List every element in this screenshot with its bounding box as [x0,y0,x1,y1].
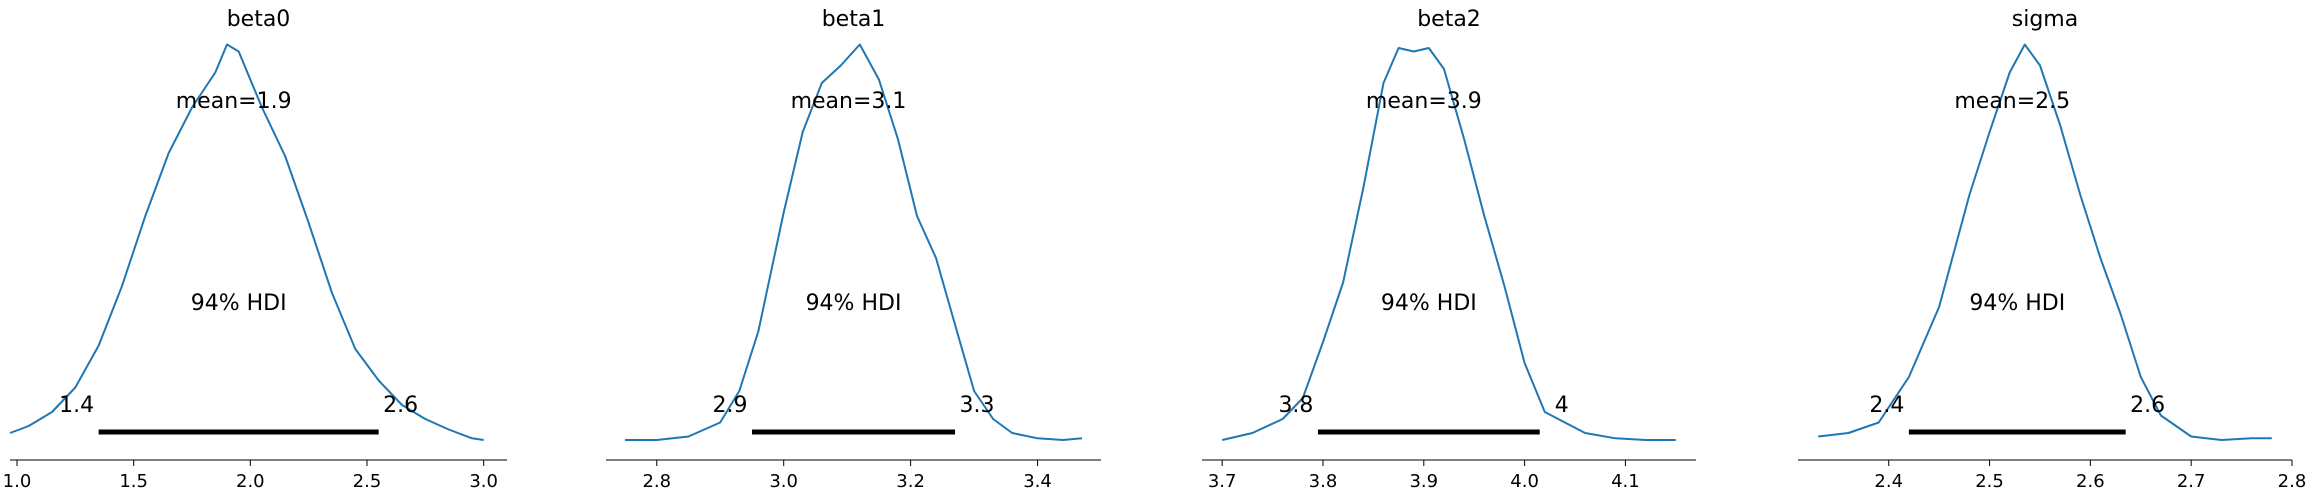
mean-label: mean=3.1 [791,89,907,114]
hdi-high-label: 4 [1555,393,1569,418]
panel-sigma: sigma 2.4 2.5 2.6 2.7 2.8 2.4 2.6 mean=2.5 94% HD… [1798,7,2306,492]
hdi-low-label: 2.9 [712,393,747,418]
hdi-text-label: 94% HDI [1381,291,1477,316]
x-tick-label: 3.7 [1208,471,1237,492]
hdi-high-label: 3.3 [960,393,995,418]
x-tick-label: 4.0 [1510,471,1539,492]
mean-label: mean=2.5 [1954,89,2070,114]
hdi-text-label: 94% HDI [1969,291,2065,316]
panel-title: beta1 [822,7,886,32]
hdi-low-label: 3.8 [1278,393,1313,418]
hdi-text-label: 94% HDI [191,291,287,316]
x-tick-label: 1.5 [119,471,148,492]
x-tick-label: 2.7 [2177,471,2206,492]
panel-title: beta2 [1417,7,1481,32]
x-tick-label: 2.6 [2076,471,2105,492]
density-curve [625,43,1083,441]
x-tick-label: 3.0 [769,471,798,492]
x-tick-label: 2.8 [2278,471,2307,492]
x-tick-label: 1.0 [3,471,32,492]
panel-beta2: beta2 3.7 3.8 3.9 4.0 4.1 3.8 4 mean=3.9 94% HDI [1202,7,1696,492]
panel-title: beta0 [227,7,291,32]
x-tick-label: 4.1 [1611,471,1640,492]
density-curve [1221,47,1676,441]
x-tick-label: 3.4 [1023,471,1052,492]
x-tick-label: 2.5 [353,471,382,492]
hdi-text-label: 94% HDI [806,291,902,316]
hdi-high-label: 2.6 [383,393,418,418]
x-tick-label: 3.0 [469,471,498,492]
mean-label: mean=1.9 [176,89,292,114]
x-tick-label: 3.8 [1309,471,1338,492]
density-curve [9,43,484,441]
x-tick-label: 3.9 [1409,471,1438,492]
hdi-low-label: 2.4 [1869,393,1904,418]
panel-beta0: beta0 1.0 1.5 2.0 2.5 3.0 1.4 2.6 mean=1.9 94% HD… [3,7,507,492]
x-tick-label: 2.5 [1975,471,2004,492]
hdi-high-label: 2.6 [2130,393,2165,418]
x-tick-label: 2.0 [236,471,265,492]
x-tick-label: 2.8 [642,471,671,492]
x-tick-label: 2.4 [1874,471,1903,492]
hdi-low-label: 1.4 [59,393,94,418]
panel-title: sigma [2012,7,2078,32]
density-curve [1818,43,2272,441]
panel-beta1: beta1 2.8 3.0 3.2 3.4 2.9 3.3 mean=3.1 94% HDI [606,7,1101,492]
mean-label: mean=3.9 [1366,89,1482,114]
x-tick-label: 3.2 [896,471,925,492]
